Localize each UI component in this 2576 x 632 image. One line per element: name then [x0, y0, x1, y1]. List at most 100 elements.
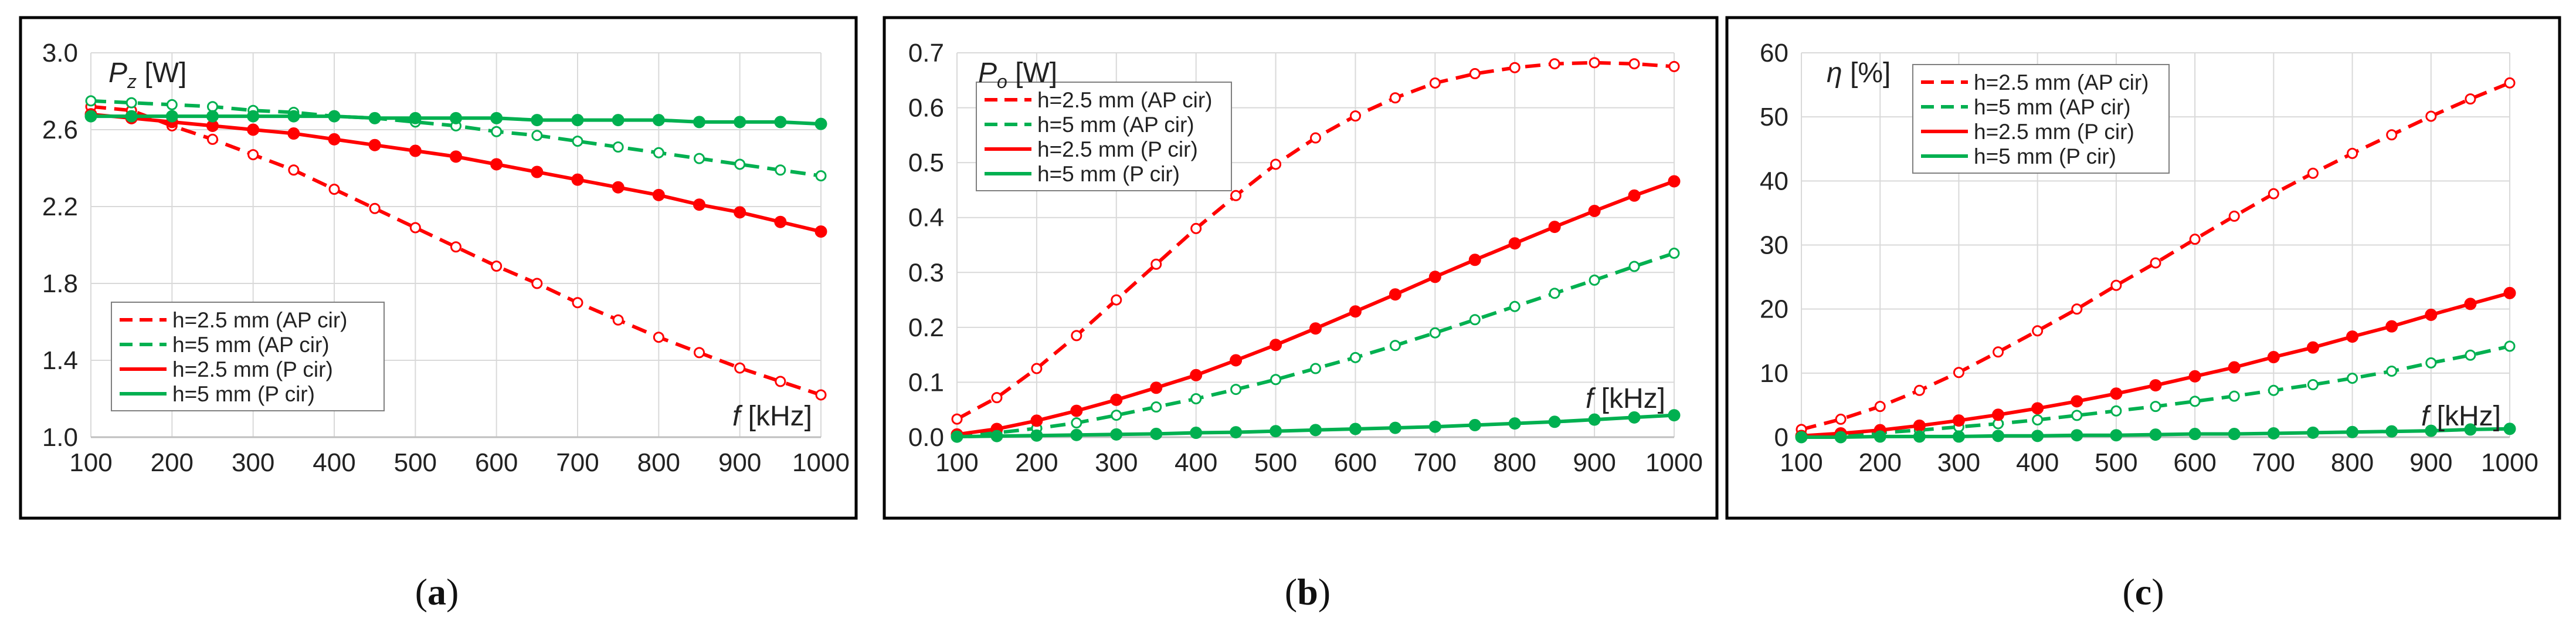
x-tick-label: 700	[1414, 448, 1457, 477]
data-point	[1111, 410, 1122, 421]
data-point	[2385, 320, 2398, 333]
data-point	[951, 413, 963, 425]
data-point	[2306, 341, 2319, 354]
data-point	[1030, 429, 1043, 442]
data-point	[814, 117, 827, 130]
data-point	[734, 206, 746, 219]
data-point	[165, 110, 178, 123]
y-tick-label: 20	[1760, 295, 1788, 324]
data-point	[2307, 167, 2319, 179]
x-tick-label: 500	[2095, 448, 2137, 477]
data-point	[2386, 366, 2398, 377]
data-point	[206, 110, 219, 123]
data-point	[1270, 339, 1282, 352]
data-point	[2110, 405, 2122, 417]
data-point	[991, 392, 1003, 404]
data-point	[1349, 423, 1362, 435]
data-point	[2110, 429, 2123, 442]
data-point	[1913, 430, 1926, 443]
data-point	[734, 362, 746, 374]
data-point	[2385, 425, 2398, 438]
data-point	[2071, 303, 2083, 315]
data-point	[1030, 414, 1043, 427]
series-2	[951, 248, 1680, 441]
data-point	[2503, 423, 2516, 435]
x-tick-label: 100	[1780, 448, 1822, 477]
y-tick-label: 0.2	[908, 313, 944, 342]
data-point	[1668, 175, 1681, 188]
data-point	[287, 127, 300, 140]
data-point	[2150, 401, 2161, 413]
data-point	[409, 222, 421, 234]
data-point	[1190, 222, 1202, 234]
data-point	[2110, 387, 2123, 400]
data-point	[2228, 361, 2241, 374]
data-point	[2031, 430, 2044, 442]
data-point	[85, 95, 97, 107]
panel-frame	[19, 16, 858, 520]
legend-entry: h=5 mm (P cir)	[172, 382, 315, 406]
x-tick-label: 200	[1015, 448, 1058, 477]
data-point	[2425, 424, 2438, 437]
data-point	[1110, 393, 1123, 406]
chart-panel-a: 100 200 300 400 500 600 700 800 900 1000 1.0 1.4 1.8…	[19, 16, 858, 613]
data-point	[734, 158, 746, 170]
data-point	[2150, 257, 2161, 269]
legend-entry: h=5 mm (AP cir)	[1037, 113, 1194, 137]
data-point	[2464, 423, 2477, 436]
x-tick-label: 300	[1095, 448, 1138, 477]
data-point	[1509, 62, 1521, 73]
y-axis-title: η [%]	[1827, 58, 1891, 89]
data-point	[2504, 340, 2516, 352]
legend-entry: h=5 mm (AP cir)	[1974, 95, 2131, 119]
data-point	[1589, 274, 1600, 286]
data-point	[1150, 381, 1163, 394]
data-point	[1548, 415, 1561, 428]
data-point	[1469, 314, 1481, 326]
data-point	[328, 133, 341, 146]
data-point	[166, 99, 178, 110]
data-point	[2346, 330, 2359, 343]
data-point	[2031, 402, 2044, 415]
data-point	[571, 173, 584, 186]
y-tick-label: 2.6	[42, 116, 78, 144]
data-point	[1111, 294, 1122, 306]
data-point	[1668, 248, 1680, 259]
data-point	[774, 215, 787, 228]
data-point	[328, 184, 340, 195]
data-point	[571, 114, 584, 127]
data-point	[2149, 379, 2162, 392]
data-point	[1389, 92, 1401, 104]
data-point	[328, 110, 341, 123]
data-point	[1309, 424, 1322, 437]
legend-entry: h=5 mm (P cir)	[1974, 144, 2116, 168]
data-point	[2307, 378, 2319, 390]
data-point	[1389, 340, 1401, 352]
data-point	[2268, 384, 2279, 396]
x-tick-label: 100	[935, 448, 978, 477]
data-point	[125, 110, 138, 123]
y-tick-label: 40	[1760, 167, 1788, 195]
data-point	[368, 111, 381, 124]
x-tick-label: 800	[637, 448, 680, 477]
data-point	[2425, 357, 2437, 369]
data-point	[1190, 369, 1203, 381]
x-tick-label: 400	[1175, 448, 1217, 477]
data-point	[1230, 354, 1243, 367]
y-tick-label: 10	[1760, 359, 1788, 388]
data-point	[2425, 308, 2438, 321]
data-point	[774, 116, 787, 129]
data-point	[491, 261, 503, 272]
x-tick-label: 900	[718, 448, 761, 477]
data-point	[612, 141, 624, 153]
data-point	[288, 164, 300, 176]
data-point	[1668, 60, 1680, 72]
x-tick-label: 300	[1937, 448, 1980, 477]
x-tick-label: 200	[1859, 448, 1902, 477]
data-point	[1110, 428, 1123, 441]
data-point	[1428, 420, 1441, 433]
legend: h=2.5 mm (AP cir)h=5 mm (AP cir)h=2.5 mm…	[111, 302, 385, 411]
data-point	[1952, 430, 1965, 443]
y-tick-label: 50	[1760, 103, 1788, 131]
